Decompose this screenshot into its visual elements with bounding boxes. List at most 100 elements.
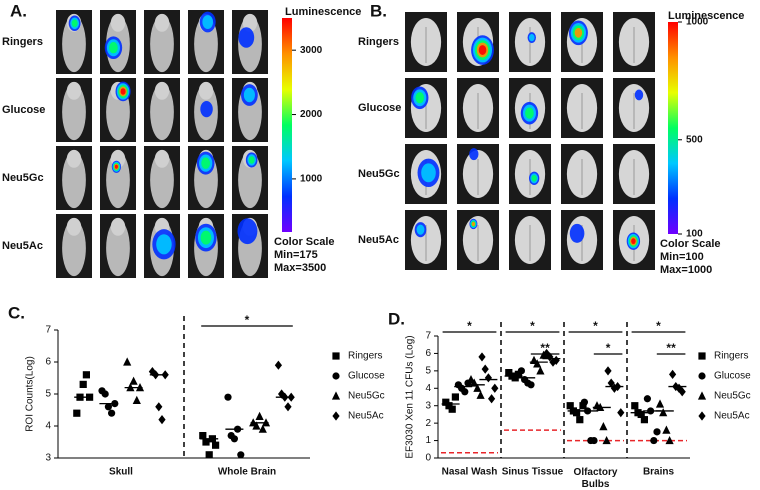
point: [461, 388, 469, 396]
colorbar-note: Min=100: [660, 251, 704, 263]
mouse-body: [106, 219, 130, 277]
mouse-body: [150, 151, 174, 209]
colorbar-note: Color Scale: [274, 236, 335, 248]
point: [199, 432, 207, 440]
point: [698, 352, 706, 360]
point: [517, 367, 526, 375]
row-label: Neu5Gc: [358, 168, 400, 180]
mouse-body: [238, 151, 262, 209]
signal: [120, 88, 126, 95]
colorbar-tick-label: 100: [686, 229, 703, 240]
point: [258, 424, 267, 433]
point: [158, 415, 166, 425]
point: [566, 402, 574, 410]
significance-label: *: [467, 319, 472, 333]
point: [697, 391, 707, 400]
y-tick-label: 5: [45, 389, 51, 400]
signal: [469, 148, 479, 161]
panel-label: D.: [388, 309, 405, 328]
point: [202, 438, 210, 446]
point: [640, 416, 648, 424]
y-tick-label: 6: [425, 348, 431, 359]
point: [123, 357, 132, 366]
point: [491, 383, 499, 393]
point: [332, 372, 340, 380]
point: [527, 381, 535, 389]
legend-label: Glucose: [714, 371, 751, 382]
point: [476, 390, 485, 399]
signal: [569, 223, 585, 243]
point: [82, 371, 90, 379]
signal: [528, 34, 535, 42]
colorbar: [282, 18, 292, 232]
signal: [416, 224, 425, 235]
x-tick-label-line: Bulbs: [582, 479, 610, 490]
signal: [478, 45, 487, 55]
point: [662, 425, 671, 434]
point: [637, 410, 645, 419]
point: [576, 416, 584, 424]
x-tick-label: Brains: [643, 467, 675, 478]
point: [155, 402, 163, 412]
colorbar-note: Max=3500: [274, 262, 326, 274]
point: [129, 376, 138, 385]
point: [101, 390, 109, 398]
colorbar-note: Min=175: [274, 249, 318, 261]
y-axis-label: ROI Counts(Log): [25, 356, 36, 432]
point: [79, 380, 87, 388]
mouse-head: [110, 13, 126, 32]
panel-label: B.: [370, 1, 387, 20]
colorbar-tick-label: 1000: [300, 174, 323, 185]
point: [678, 387, 686, 397]
legend-label: Neu5Gc: [714, 391, 751, 402]
signal: [114, 164, 118, 169]
y-tick-label: 4: [425, 383, 431, 394]
point: [698, 372, 706, 380]
significance-label: *: [606, 341, 611, 355]
x-tick-label-line: Olfactory: [574, 467, 618, 478]
significance-label: *: [530, 319, 535, 333]
mouse-body: [62, 15, 86, 73]
legend-label: Glucose: [348, 371, 385, 382]
point: [488, 394, 496, 404]
point: [132, 395, 141, 404]
colorbar-tick-label: 500: [686, 134, 703, 145]
x-tick-label: Olfactory Bulbs: [574, 467, 618, 490]
mouse-head: [66, 149, 82, 168]
mouse-head: [66, 81, 82, 100]
signal: [471, 221, 476, 227]
y-tick-label: 1: [425, 435, 431, 446]
point: [669, 369, 677, 379]
y-tick-label: 4: [45, 421, 51, 432]
row-label: Neu5Gc: [2, 172, 44, 184]
legend-label: Neu5Ac: [348, 411, 384, 422]
significance-label: *: [593, 319, 598, 333]
point: [514, 370, 522, 378]
colorbar-tick-label: 2000: [300, 109, 323, 120]
signal: [248, 156, 255, 164]
point: [617, 408, 625, 418]
row-label: Ringers: [358, 36, 399, 48]
point: [655, 399, 665, 408]
point: [590, 436, 598, 445]
point: [631, 402, 639, 410]
mouse-body: [150, 83, 174, 141]
point: [536, 366, 545, 375]
mouse-head: [66, 217, 82, 236]
point: [332, 411, 340, 421]
point: [478, 352, 486, 362]
significance-label: *: [656, 319, 661, 333]
point: [643, 395, 652, 403]
signal: [531, 174, 537, 182]
point: [108, 409, 116, 417]
mouse-body: [62, 151, 86, 209]
point: [665, 435, 674, 445]
point: [448, 405, 456, 413]
y-tick-label: 3: [45, 453, 51, 464]
point: [451, 393, 459, 401]
mouse-body: [62, 83, 86, 141]
point: [148, 367, 156, 377]
significance-label: **: [540, 341, 550, 355]
point: [224, 393, 232, 401]
legend-label: Ringers: [714, 351, 748, 362]
